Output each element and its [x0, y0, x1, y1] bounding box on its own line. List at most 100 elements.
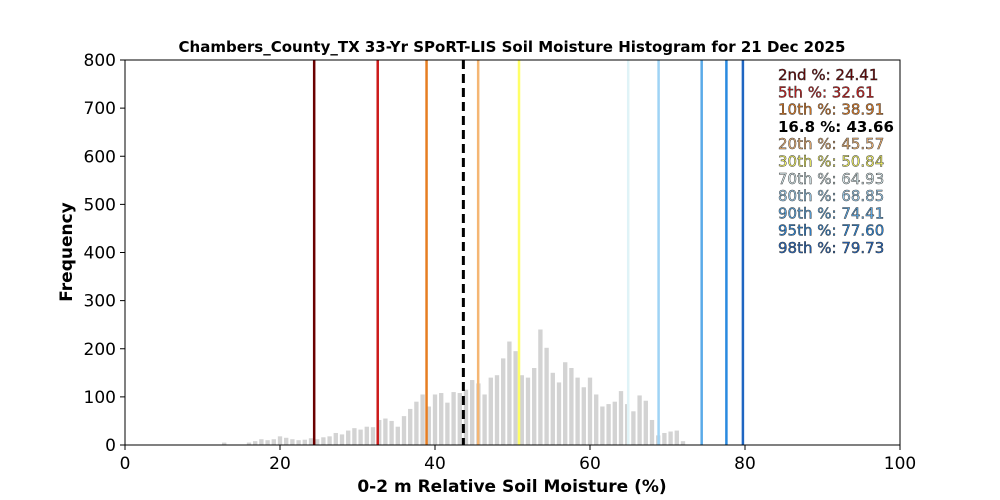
y-tick-label: 400	[84, 244, 116, 264]
histogram-bar	[513, 351, 518, 445]
histogram-bar	[662, 432, 667, 445]
histogram-bars	[222, 329, 686, 446]
histogram-bar	[290, 439, 295, 445]
histogram-bar	[383, 418, 388, 445]
percentile-label: 95th %: 77.60	[778, 222, 884, 240]
y-tick-label: 600	[84, 147, 116, 167]
histogram-bar	[302, 439, 307, 445]
histogram-bar	[606, 404, 611, 445]
histogram-bar	[432, 394, 438, 445]
histogram-bar	[445, 402, 450, 445]
histogram-bar	[346, 430, 351, 445]
histogram-bar	[284, 437, 289, 445]
histogram-bar	[370, 427, 376, 445]
x-tick-label: 80	[734, 454, 756, 474]
histogram-bar	[575, 377, 580, 446]
histogram-bar	[550, 372, 555, 445]
histogram-bar	[618, 391, 624, 445]
histogram-bar	[277, 436, 283, 445]
histogram-bar	[519, 375, 524, 445]
histogram-bar	[544, 347, 549, 445]
x-tick-label: 100	[884, 454, 916, 474]
y-tick-label: 800	[84, 51, 116, 71]
histogram-bar	[420, 394, 425, 445]
histogram-bar	[600, 406, 605, 445]
histogram-bar	[377, 419, 382, 445]
histogram-bar	[339, 434, 345, 445]
y-tick-label: 200	[84, 340, 116, 360]
histogram-bar	[668, 431, 673, 445]
chart-title: Chambers_County_TX 33-Yr SPoRT-LIS Soil …	[179, 38, 846, 56]
percentile-label: 80th %: 68.85	[778, 187, 884, 205]
histogram-bar	[246, 442, 252, 445]
percentile-lines	[312, 60, 745, 445]
histogram-bar	[222, 442, 227, 445]
histogram-bar	[594, 394, 599, 445]
x-tick-label: 60	[579, 454, 601, 474]
percentile-label: 70th %: 64.93	[778, 170, 884, 188]
histogram-bar	[457, 393, 462, 445]
histogram-bar	[315, 439, 320, 445]
histogram-bar	[612, 401, 617, 445]
histogram-bar	[581, 387, 586, 445]
percentile-label: 20th %: 45.57	[778, 135, 884, 153]
histogram-bar	[488, 377, 493, 446]
histogram-bar	[401, 416, 407, 446]
histogram-bar	[649, 419, 655, 445]
percentile-label: 2nd %: 24.41	[778, 66, 878, 84]
percentile-label: 10th %: 38.91	[778, 101, 884, 119]
x-tick-label: 20	[269, 454, 291, 474]
histogram-bar	[408, 408, 413, 445]
histogram-bar	[525, 377, 531, 446]
x-tick-label: 40	[424, 454, 446, 474]
histogram-bar	[358, 429, 363, 445]
histogram-bar	[321, 437, 326, 445]
y-tick-label: 100	[84, 388, 116, 408]
y-axis-label: Frequency	[57, 202, 77, 302]
histogram-bar	[674, 430, 679, 445]
histogram-bar	[308, 438, 314, 445]
histogram-bar	[296, 440, 301, 445]
y-tick-label: 500	[84, 195, 116, 215]
histogram-bar	[482, 394, 487, 445]
histogram-bar	[389, 420, 394, 445]
y-tick-label: 300	[84, 292, 116, 312]
histogram-bar	[259, 439, 264, 445]
percentile-label: 98th %: 79.73	[778, 239, 884, 257]
y-axis-ticks: 0 100 200 300 400 500 600 700 800	[84, 51, 125, 456]
histogram-bar	[414, 401, 419, 445]
histogram-bar	[494, 375, 500, 445]
x-axis-ticks: 0 20 40 60 80 100	[120, 445, 916, 474]
percentile-label: 30th %: 50.84	[778, 153, 884, 171]
histogram-bar	[253, 441, 258, 445]
histogram-bar	[680, 441, 686, 445]
histogram-bar	[470, 380, 475, 445]
histogram-bar	[631, 411, 636, 445]
histogram-bar	[426, 406, 431, 445]
histogram-bar	[563, 362, 568, 445]
histogram-bar	[556, 382, 562, 445]
percentile-label: 90th %: 74.41	[778, 204, 884, 222]
y-tick-label: 0	[105, 436, 116, 456]
histogram-bar	[532, 368, 537, 445]
histogram-bar	[265, 440, 270, 445]
histogram-bar	[463, 389, 469, 445]
histogram-bar	[507, 341, 512, 445]
x-axis-label: 0-2 m Relative Soil Moisture (%)	[357, 477, 666, 497]
histogram-bar	[587, 377, 593, 446]
histogram-bar	[327, 436, 332, 445]
percentile-label: 5th %: 32.61	[778, 83, 875, 101]
histogram-bar	[451, 392, 456, 445]
histogram-bar	[364, 426, 369, 445]
histogram-bar	[569, 368, 574, 445]
histogram-bar	[352, 428, 357, 445]
histogram-bar	[333, 432, 338, 445]
histogram-bar	[643, 400, 648, 445]
percentile-label: 16.8 %: 43.66	[778, 118, 894, 136]
y-tick-label: 700	[84, 99, 116, 119]
histogram-bar	[395, 426, 400, 445]
histogram-bar	[538, 329, 543, 445]
histogram-bar	[501, 358, 506, 446]
